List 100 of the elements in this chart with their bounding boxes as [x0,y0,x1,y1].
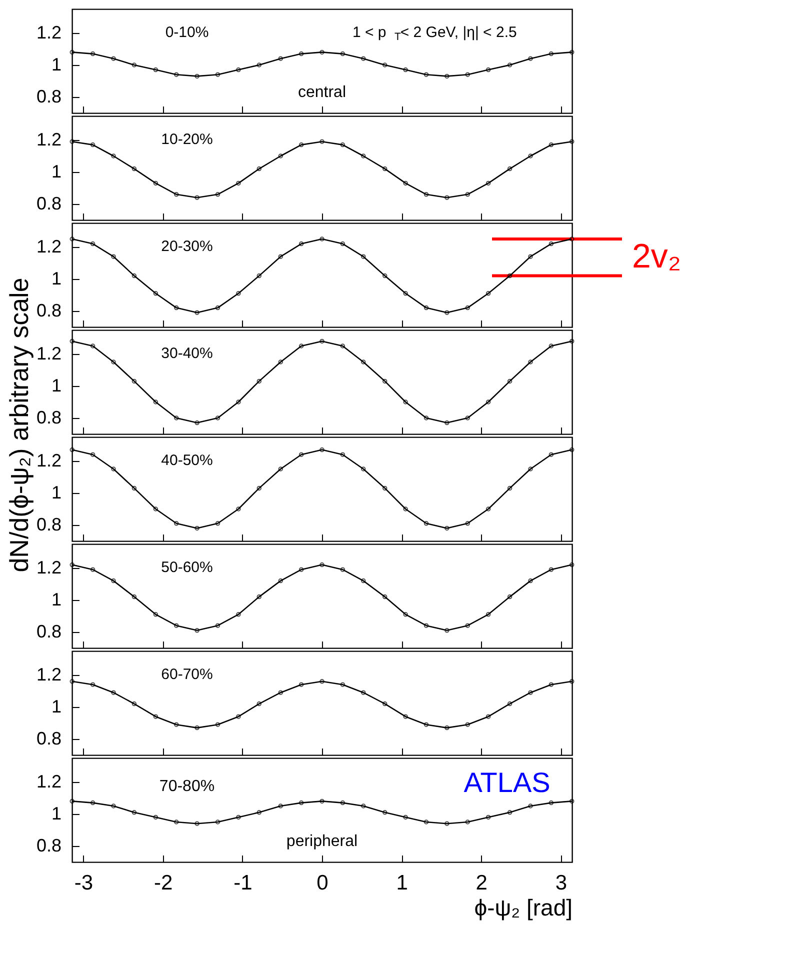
point [444,725,450,730]
point [486,400,491,404]
point [382,166,388,172]
annotation: 30-40% [161,344,213,362]
point [256,486,262,491]
point [194,628,200,633]
point [465,305,470,310]
point [361,466,366,472]
x-tick-label: 1 [396,872,408,894]
point [507,166,512,172]
point [215,722,220,727]
y-tick-label: 1.2 [36,772,62,792]
y-tick-label: 1.2 [36,344,62,364]
point [444,821,450,826]
point [403,506,408,512]
point [424,192,429,197]
point [444,628,450,633]
point [528,578,533,584]
point [424,416,429,420]
y-tick-label: 0.8 [36,622,62,642]
annotation: 40-50% [161,452,213,469]
point [548,142,554,148]
point [174,521,179,526]
y-axis-title: dN/d(ϕ-ψ₂) arbitrary scale [4,278,34,572]
point [548,800,554,806]
point [320,679,324,684]
point [361,56,366,61]
point [403,814,408,820]
x-tick-label: -3 [74,872,94,894]
point [236,612,241,617]
y-tick-label: 1 [51,268,62,288]
ref-line-label: 2v₂ [632,237,682,276]
point [340,344,346,348]
point [111,466,116,472]
point [403,714,408,719]
point [90,800,96,806]
point [424,521,429,526]
point [132,810,137,815]
point [548,682,554,687]
point [320,50,324,55]
point [507,486,512,491]
point [548,51,554,56]
point [132,594,137,600]
point [465,521,470,526]
point [424,722,429,727]
point [507,378,512,384]
point [256,273,262,278]
point [174,623,179,628]
point [153,400,158,404]
point [298,51,304,56]
point [236,814,241,820]
point [215,305,220,310]
point [340,452,346,457]
point [548,344,554,348]
point [403,180,408,186]
point [90,452,96,457]
annotation: 20-30% [161,238,213,255]
point [548,241,554,246]
y-tick-label: 0.8 [36,836,62,856]
point [486,291,491,296]
point [528,154,533,158]
point [174,72,179,77]
point [507,273,512,278]
point [320,562,324,568]
point [90,241,96,246]
y-tick-label: 1 [51,376,62,396]
point [424,820,429,824]
point [236,400,241,404]
point [215,192,220,197]
point [256,378,262,384]
y-tick-label: 0.8 [36,408,62,428]
point [340,51,346,56]
point [382,701,388,706]
point [465,72,470,77]
point [111,804,116,808]
point [215,820,220,824]
point [486,612,491,617]
point [278,254,283,259]
point [382,273,388,278]
point [111,690,116,695]
point [403,67,408,72]
x-tick-label: -2 [154,872,173,894]
point [111,154,116,158]
point [236,506,241,512]
point [194,420,200,426]
point [278,578,283,584]
point [278,690,283,695]
point [444,526,450,531]
point [153,180,158,186]
point [111,360,116,364]
point [194,821,200,826]
y-tick-label: 1.2 [36,558,62,578]
point [90,567,96,572]
annotation: 0-10% [165,24,209,41]
point [403,291,408,296]
point [174,192,179,197]
point [132,62,137,68]
point [298,682,304,687]
x-tick-label: -1 [234,872,252,894]
point [424,623,429,628]
